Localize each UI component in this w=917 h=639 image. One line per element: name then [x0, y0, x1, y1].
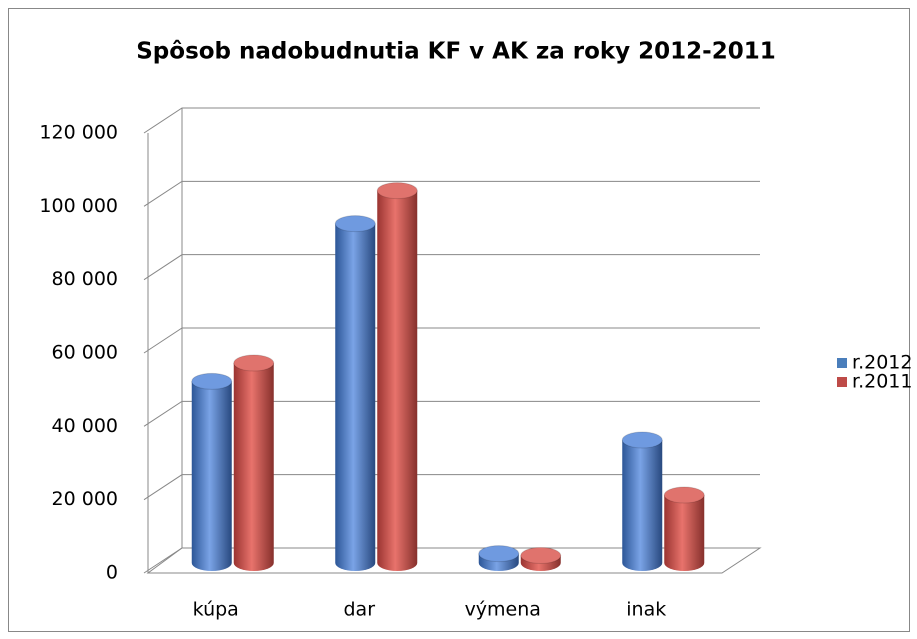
y-tick-label: 40 000 [52, 415, 118, 437]
bar-top [520, 547, 562, 564]
grid-line [143, 400, 760, 427]
bar [233, 354, 275, 571]
bar-top [233, 354, 275, 372]
y-tick-label: 0 [106, 562, 118, 584]
y-tick-label: 120 000 [39, 122, 118, 144]
y-tick-label: 20 000 [52, 488, 118, 510]
grid-line [143, 107, 760, 134]
y-tick-label: 60 000 [52, 342, 118, 364]
bar-top [663, 486, 705, 504]
x-tick-label: výmena [465, 599, 541, 621]
x-tick-label: inak [626, 599, 666, 621]
bar-top [191, 372, 233, 390]
grid-line [143, 327, 760, 354]
legend-label: r.2011 [852, 371, 912, 393]
bar [520, 547, 562, 571]
bar-body [233, 363, 274, 571]
bar-top [621, 431, 663, 449]
bar-body [191, 381, 232, 571]
x-tick-label: kúpa [193, 599, 239, 621]
x-tick-label: dar [343, 599, 375, 621]
bar-top [334, 215, 376, 233]
bar [621, 431, 663, 571]
chart-border [8, 8, 910, 632]
bar [334, 215, 376, 571]
bar [191, 372, 233, 571]
grid-line [143, 254, 760, 281]
bar-body [377, 190, 418, 571]
bar [376, 182, 418, 571]
grid-line [143, 474, 760, 501]
bar-top [478, 545, 520, 563]
legend-swatch [837, 377, 847, 387]
grid-line [143, 547, 760, 574]
bar-top [376, 182, 418, 200]
legend-label: r.2012 [852, 352, 912, 374]
chart-title: Spôsob nadobudnutia KF v AK za roky 2012… [136, 39, 776, 65]
bar-body [622, 440, 663, 571]
bar-body [664, 495, 705, 571]
y-tick-label: 80 000 [52, 268, 118, 290]
bar [478, 545, 520, 571]
bar-body [335, 223, 376, 571]
grid-line [143, 180, 760, 207]
bar [663, 486, 705, 571]
legend-swatch [837, 358, 847, 368]
y-tick-label: 100 000 [39, 195, 118, 217]
